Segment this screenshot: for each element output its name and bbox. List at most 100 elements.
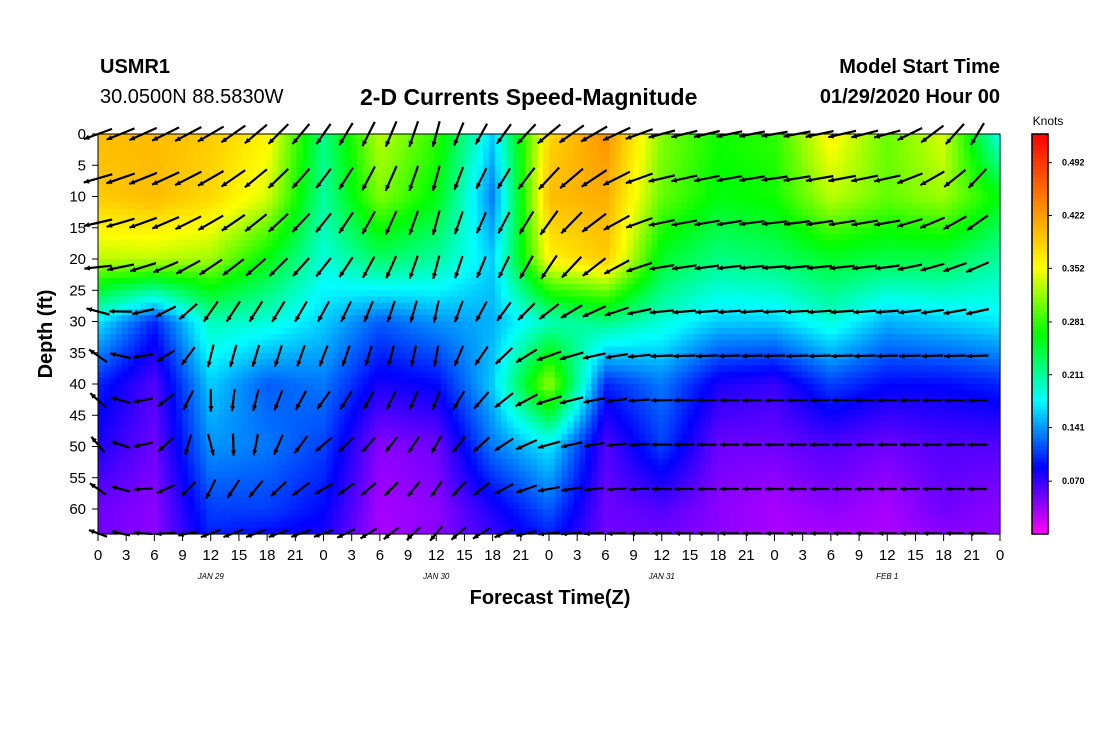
heatmap-cell [867, 309, 875, 316]
heatmap-cell [182, 240, 189, 248]
heatmap-cell [591, 265, 598, 273]
chart-title: 2-D Currents Speed-Magnitude [360, 84, 698, 110]
heatmap-cell [488, 290, 496, 298]
heatmap-cell [573, 234, 580, 241]
heatmap-cell [807, 184, 815, 191]
heatmap-cell [711, 221, 718, 229]
heatmap-cell [573, 271, 580, 279]
heatmap-cell [356, 246, 364, 254]
heatmap-cell [669, 140, 676, 148]
heatmap-cell [416, 140, 424, 148]
heatmap-cell [164, 146, 171, 154]
heatmap-cell [801, 227, 809, 235]
heatmap-cell [765, 252, 773, 260]
heatmap-cell [831, 315, 839, 323]
heatmap-cell [759, 171, 767, 179]
heatmap-cell [350, 215, 358, 223]
heatmap-cell [242, 215, 249, 223]
heatmap-cell [849, 327, 857, 335]
heatmap-cell [524, 277, 532, 285]
heatmap-cell [404, 334, 412, 341]
heatmap-cell [224, 302, 231, 310]
heatmap-cell [470, 265, 478, 273]
heatmap-cell [218, 146, 225, 154]
heatmap-cell [164, 202, 171, 210]
heatmap-cell [699, 159, 706, 166]
heatmap-cell [579, 190, 586, 198]
heatmap-cell [795, 334, 803, 341]
heatmap-cell [771, 227, 779, 235]
heatmap-cell [188, 159, 195, 166]
heatmap-cell [549, 265, 556, 273]
heatmap-cell [350, 321, 358, 329]
heatmap-cell [729, 327, 737, 335]
heatmap-cell [699, 177, 706, 185]
heatmap-cell [404, 240, 412, 248]
heatmap-cell [128, 290, 135, 298]
heatmap-cell [194, 159, 201, 166]
heatmap-cell [897, 209, 905, 216]
heatmap-cell [536, 271, 544, 279]
heatmap-cell [675, 277, 682, 285]
heatmap-cell [206, 184, 213, 191]
heatmap-cell [104, 277, 111, 285]
heatmap-cell [657, 159, 664, 166]
heatmap-cell [987, 290, 995, 298]
heatmap-cell [302, 227, 310, 235]
heatmap-cell [278, 265, 286, 273]
heatmap-cell [512, 209, 520, 216]
heatmap-cell [627, 209, 634, 216]
heatmap-cell [951, 296, 959, 304]
heatmap-cell [687, 221, 694, 229]
heatmap-cell [200, 171, 207, 179]
heatmap-cell [344, 227, 352, 235]
heatmap-cell [891, 152, 899, 160]
heatmap-cell [951, 152, 959, 160]
heatmap-cell [723, 215, 730, 223]
heatmap-cell [591, 215, 598, 223]
heatmap-cell [356, 265, 364, 273]
heatmap-cell [428, 259, 436, 266]
heatmap-cell [693, 334, 700, 341]
heatmap-cell [687, 315, 694, 323]
heatmap-cell [585, 227, 592, 235]
heatmap-cell [831, 246, 839, 254]
heatmap-cell [987, 215, 995, 223]
heatmap-cell [939, 321, 947, 329]
heatmap-cell [819, 309, 827, 316]
heatmap-cell [518, 277, 526, 285]
heatmap-cell [308, 152, 316, 160]
heatmap-cell [404, 221, 412, 229]
heatmap-cell [164, 134, 171, 141]
heatmap-cell [260, 202, 267, 210]
heatmap-cell [116, 165, 123, 173]
heatmap-cell [332, 190, 340, 198]
heatmap-cell [909, 184, 917, 191]
heatmap-cell [308, 327, 316, 335]
heatmap-cell [903, 171, 911, 179]
heatmap-cell [909, 159, 917, 166]
heatmap-cell [765, 240, 773, 248]
heatmap-cell [765, 296, 773, 304]
heatmap-cell [434, 134, 442, 141]
heatmap-cell [915, 221, 923, 229]
heatmap-cell [699, 290, 706, 298]
heatmap-cell [182, 134, 189, 141]
heatmap-cell [957, 302, 965, 310]
heatmap-cell [194, 202, 201, 210]
heatmap-cell [104, 334, 111, 341]
heatmap-cell [663, 215, 670, 223]
heatmap-cell [939, 234, 947, 241]
heatmap-cell [711, 240, 718, 248]
heatmap-cell [152, 165, 159, 173]
heatmap-cell [891, 271, 899, 279]
heatmap-cell [555, 152, 562, 160]
heatmap-cell [236, 159, 243, 166]
heatmap-cell [981, 334, 989, 341]
heatmap-cell [867, 277, 875, 285]
heatmap-cell [801, 246, 809, 254]
heatmap-cell [416, 246, 424, 254]
heatmap-cell [987, 265, 995, 273]
heatmap-cell [374, 296, 382, 304]
heatmap-cell [867, 321, 875, 329]
